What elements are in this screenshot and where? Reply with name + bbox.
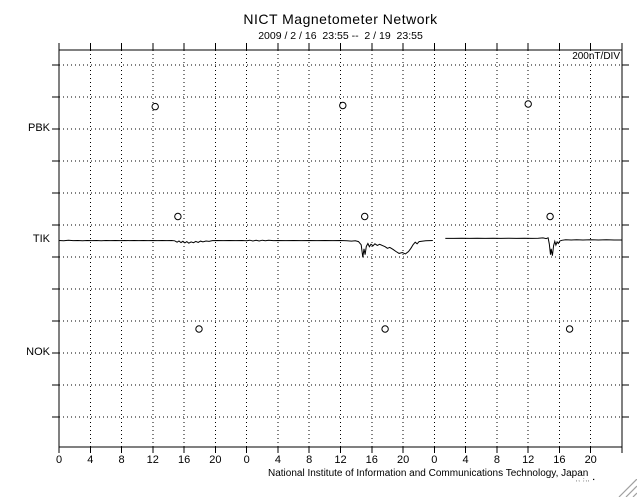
station-label-pbk: PBK [27, 122, 50, 134]
x-tick-label: 16 [177, 454, 191, 466]
x-tick-label: 8 [306, 454, 313, 466]
x-tick-label: 20 [209, 454, 222, 466]
x-tick-label: 0 [431, 454, 438, 466]
scale-label: 200nT/DIV [572, 51, 620, 62]
fineprint-text: ,, ;,, ▪ [576, 477, 596, 483]
x-tick-label: 8 [118, 454, 125, 466]
x-tick-label: 12 [146, 454, 159, 466]
x-tick-label: 4 [87, 454, 94, 466]
x-tick-label: 16 [553, 454, 566, 466]
event-marker [361, 212, 369, 221]
x-tick-label: 0 [55, 454, 63, 466]
x-tick-label: 0 [243, 454, 250, 466]
x-tick-label: 16 [365, 454, 378, 466]
event-marker [381, 325, 389, 333]
station-label-nok: NOK [26, 346, 50, 358]
tik-trace [445, 237, 622, 256]
x-tick-label: 20 [584, 454, 597, 466]
tik-trace [58, 239, 433, 258]
x-tick-label: 20 [396, 454, 410, 466]
station-label-tik: TIK [32, 233, 50, 245]
resize-grip-icon[interactable] [617, 479, 637, 497]
date-range: 2009 / 2 / 16 23:55 -- 2 / 19 23:55 [258, 30, 423, 42]
event-marker [565, 325, 574, 333]
x-tick-label: 12 [522, 454, 535, 466]
event-marker [524, 100, 532, 108]
event-marker [339, 101, 347, 110]
event-marker [151, 102, 159, 111]
plot-frame [58, 49, 623, 448]
event-marker [174, 212, 182, 221]
event-marker [195, 325, 203, 333]
x-tick-label: 12 [334, 454, 347, 466]
page-title: NICT Magnetometer Network [243, 11, 438, 27]
x-tick-label: 4 [462, 454, 469, 466]
event-marker [546, 212, 554, 221]
x-tick-label: 4 [274, 454, 281, 466]
x-tick-label: 8 [493, 454, 500, 466]
footer-text: National Institute of Information and Co… [268, 468, 589, 479]
